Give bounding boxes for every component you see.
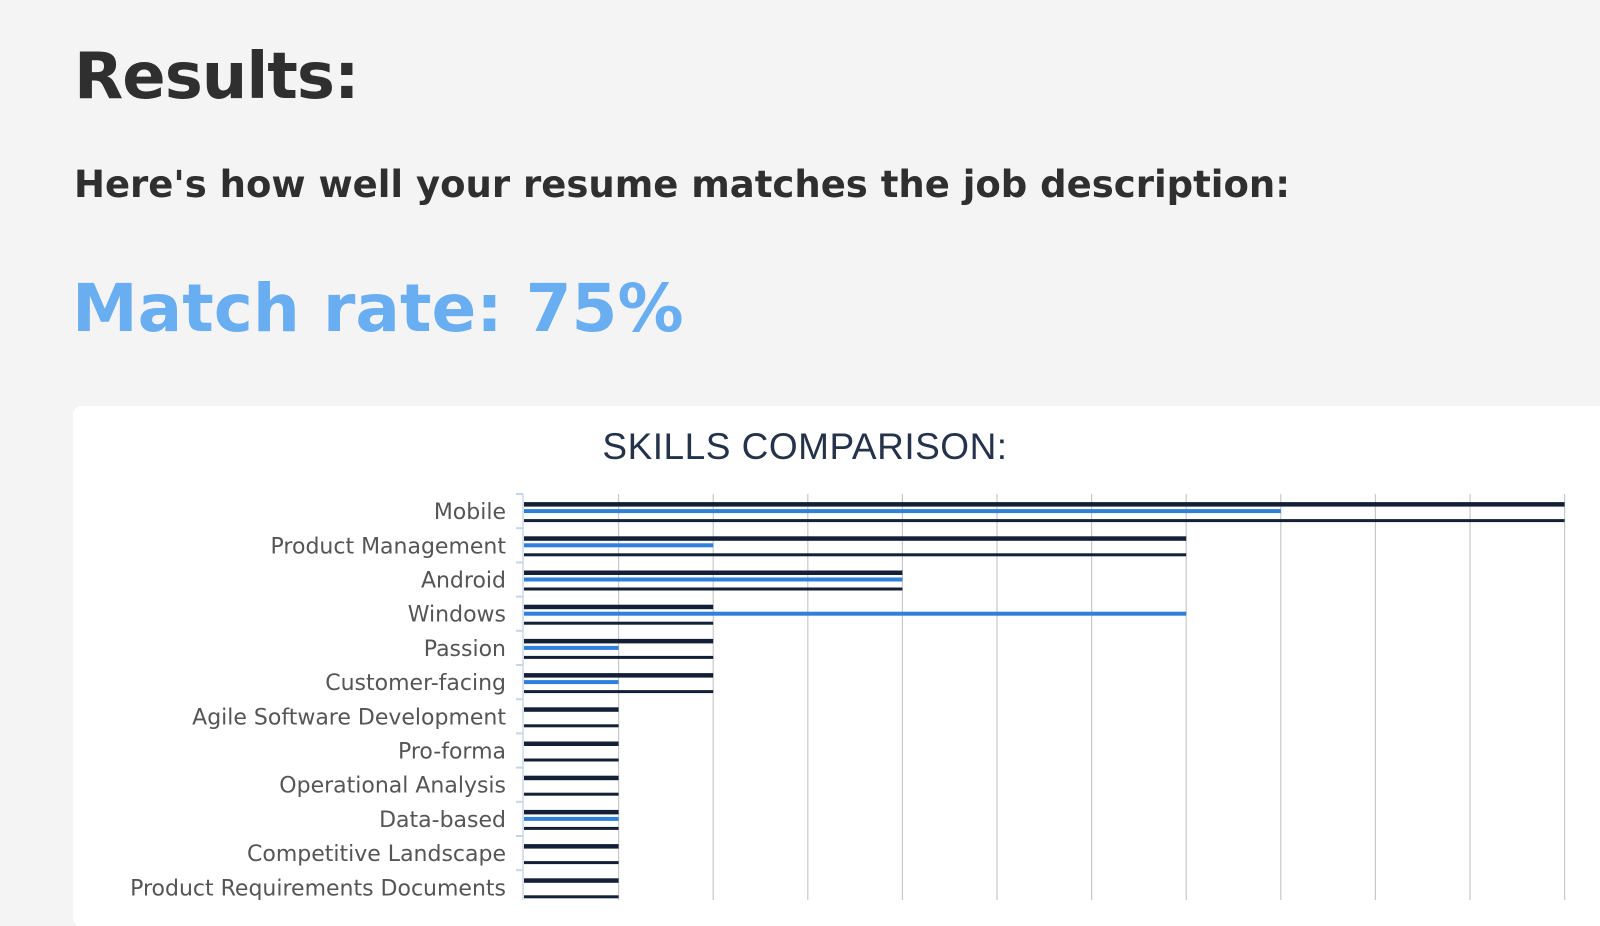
page-title: Results: [74, 40, 360, 114]
bar-job-description [524, 741, 619, 746]
bar-job-description-edge [524, 724, 619, 728]
category-label: Competitive Landscape [247, 842, 506, 867]
bar-resume [524, 577, 903, 582]
bar-job-description-edge [524, 792, 619, 796]
bar-job-description [524, 570, 903, 575]
match-rate: Match rate: 75% [72, 270, 684, 347]
bar-job-description [524, 775, 619, 781]
chart-panel [73, 406, 1600, 926]
bar-resume [524, 543, 714, 548]
bar-job-description-edge [524, 519, 1565, 523]
bar-job-description [524, 673, 714, 678]
bar-job-description [524, 536, 1187, 541]
intro-text: Here's how well your resume matches the … [74, 163, 1291, 206]
chart-title: SKILLS COMPARISON: [602, 426, 1008, 467]
category-label: Customer-facing [325, 671, 506, 696]
bar-job-description-edge [524, 587, 903, 591]
bar-resume [524, 816, 619, 821]
bar-job-description-edge [524, 758, 619, 762]
bar-resume [524, 645, 619, 650]
bar-job-description-edge [524, 690, 714, 694]
category-label: Android [421, 569, 506, 594]
bar-job-description-edge [524, 621, 714, 625]
category-label: Operational Analysis [279, 774, 506, 799]
bar-job-description [524, 604, 714, 610]
category-label: Passion [424, 637, 506, 662]
bar-job-description-edge [524, 553, 1187, 557]
category-label: Product Requirements Documents [130, 876, 506, 900]
bar-job-description-edge [524, 895, 619, 899]
category-label: Mobile [434, 500, 506, 525]
bar-job-description-edge [524, 826, 619, 830]
bar-job-description [524, 502, 1565, 507]
bar-job-description [524, 878, 619, 883]
bar-job-description [524, 844, 619, 849]
category-label: Pro-forma [398, 740, 506, 765]
bar-job-description [524, 809, 619, 815]
bar-resume [524, 509, 1281, 514]
bar-resume [524, 611, 1187, 616]
bar-job-description-edge [524, 861, 619, 865]
bar-job-description-edge [524, 655, 714, 659]
bar-job-description [524, 707, 619, 712]
bar-resume [524, 680, 619, 685]
bar-job-description [524, 638, 714, 644]
category-label: Data-based [379, 808, 506, 833]
category-label: Agile Software Development [192, 705, 506, 730]
category-label: Windows [408, 603, 506, 628]
category-label: Product Management [271, 534, 507, 559]
skills-comparison-chart: Mobile Product Management Android Windows Pa… [130, 493, 1566, 900]
